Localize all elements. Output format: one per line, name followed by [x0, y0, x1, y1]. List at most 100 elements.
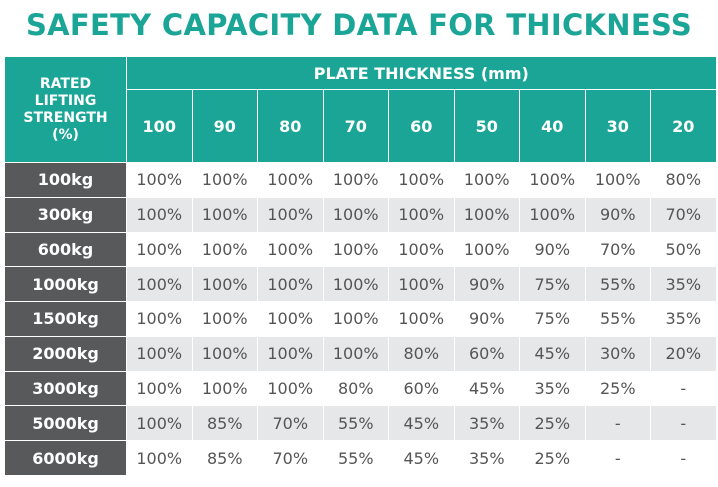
table-row: 100kg 100% 100% 100% 100% 100% 100% 100% 100% 80% — [4, 162, 717, 198]
table-cell: 100% — [126, 335, 193, 372]
table-cell: 55% — [322, 440, 389, 476]
table-cell: 100% — [453, 162, 520, 198]
table-row: 6000kg 100% 85% 70% 55% 45% 35% 25% - - — [4, 440, 717, 476]
table-cell: 35% — [453, 405, 520, 442]
thickness-column-header: 60 — [388, 89, 455, 163]
table-cell: 100% — [126, 162, 193, 198]
thickness-column-header: 20 — [650, 89, 717, 163]
row-header-load: 6000kg — [4, 440, 127, 476]
thickness-column-header: 30 — [584, 89, 651, 163]
table-row: 2000kg 100% 100% 100% 100% 80% 60% 45% 30% 20% — [4, 335, 717, 372]
table-cell: 100% — [257, 335, 324, 372]
table-cell: 100% — [388, 196, 455, 233]
table-cell: 55% — [322, 405, 389, 442]
page-title: SAFETY CAPACITY DATA FOR THICKNESS — [25, 8, 693, 42]
row-header-load: 300kg — [4, 196, 127, 233]
table-cell: - — [584, 440, 651, 476]
corner-header-line: LIFTING — [34, 92, 97, 109]
table-cell: 100% — [322, 231, 389, 268]
table-cell: 45% — [519, 335, 586, 372]
plate-thickness-header: PLATE THICKNESS (mm) — [126, 56, 717, 90]
thickness-column-header: 90 — [191, 89, 258, 163]
table-cell: - — [650, 370, 717, 407]
table-body: 100kg 100% 100% 100% 100% 100% 100% 100% 100% 80%… — [4, 162, 717, 476]
table-cell: 100% — [388, 266, 455, 303]
table-cell: 100% — [126, 440, 193, 476]
table-cell: 100% — [584, 162, 651, 198]
corner-header-line: (%) — [52, 126, 79, 143]
thickness-column-header: 70 — [322, 89, 389, 163]
table-cell: 100% — [191, 301, 258, 337]
table-cell: 60% — [388, 370, 455, 407]
table-cell: 100% — [388, 231, 455, 268]
table-cell: 100% — [453, 196, 520, 233]
table-cell: 100% — [453, 231, 520, 268]
table-cell: 100% — [322, 266, 389, 303]
row-header-load: 5000kg — [4, 405, 127, 442]
table-cell: 60% — [453, 335, 520, 372]
table-cell: 90% — [453, 301, 520, 337]
table-cell: 100% — [257, 162, 324, 198]
table-cell: - — [650, 405, 717, 442]
thickness-header-row: 100 90 80 70 60 50 40 30 20 — [5, 89, 717, 163]
thickness-column-header: 80 — [257, 89, 324, 163]
thickness-column-header: 40 — [519, 89, 586, 163]
table-row: 300kg 100% 100% 100% 100% 100% 100% 100% 90% 70% — [4, 196, 717, 233]
table-cell: 100% — [191, 335, 258, 372]
table-cell: 70% — [584, 231, 651, 268]
table-cell: 100% — [126, 231, 193, 268]
table-cell: 100% — [388, 162, 455, 198]
table-cell: 90% — [519, 231, 586, 268]
table-cell: 100% — [126, 301, 193, 337]
table-cell: 100% — [322, 162, 389, 198]
table-cell: 100% — [191, 196, 258, 233]
table-cell: 100% — [126, 266, 193, 303]
table-cell: 100% — [322, 196, 389, 233]
table-cell: 100% — [191, 266, 258, 303]
table-cell: 55% — [584, 301, 651, 337]
table-cell: 100% — [519, 196, 586, 233]
table-cell: 80% — [322, 370, 389, 407]
table-cell: 90% — [584, 196, 651, 233]
table-cell: 25% — [519, 405, 586, 442]
table-cell: 25% — [584, 370, 651, 407]
table-cell: 35% — [519, 370, 586, 407]
table-row: 1000kg 100% 100% 100% 100% 100% 90% 75% 55% 35% — [4, 266, 717, 303]
table-cell: - — [584, 405, 651, 442]
table-cell: 80% — [388, 335, 455, 372]
table-cell: 90% — [453, 266, 520, 303]
rated-lifting-strength-header: RATED LIFTING STRENGTH (%) — [4, 56, 127, 163]
table-cell: 100% — [257, 266, 324, 303]
table-cell: 100% — [257, 301, 324, 337]
table-cell: 100% — [519, 162, 586, 198]
row-header-load: 1000kg — [4, 266, 127, 303]
table-cell: 75% — [519, 266, 586, 303]
table-row: 5000kg 100% 85% 70% 55% 45% 35% 25% - - — [4, 405, 717, 442]
table-cell: 100% — [322, 301, 389, 337]
table-cell: 100% — [257, 370, 324, 407]
table-cell: 100% — [126, 370, 193, 407]
capacity-table: RATED LIFTING STRENGTH (%) PLATE THICKNE… — [4, 56, 717, 476]
table-cell: 35% — [650, 301, 717, 337]
table-cell: 45% — [388, 440, 455, 476]
table-cell: 100% — [257, 196, 324, 233]
table-cell: 100% — [191, 370, 258, 407]
table-cell: 20% — [650, 335, 717, 372]
table-cell: 35% — [650, 266, 717, 303]
corner-header-line: STRENGTH — [23, 109, 108, 126]
table-cell: 80% — [650, 162, 717, 198]
table-cell: 25% — [519, 440, 586, 476]
table-cell: 100% — [126, 196, 193, 233]
table-cell: 35% — [453, 440, 520, 476]
table-cell: 45% — [388, 405, 455, 442]
table-row: 3000kg 100% 100% 100% 80% 60% 45% 35% 25% - — [4, 370, 717, 407]
table-cell: 100% — [257, 231, 324, 268]
table-cell: 45% — [453, 370, 520, 407]
table-row: 600kg 100% 100% 100% 100% 100% 100% 90% 70% 50% — [4, 231, 717, 268]
table-cell: - — [650, 440, 717, 476]
row-header-load: 600kg — [4, 231, 127, 268]
table-cell: 50% — [650, 231, 717, 268]
table-cell: 100% — [322, 335, 389, 372]
table-cell: 55% — [584, 266, 651, 303]
table-cell: 70% — [257, 405, 324, 442]
